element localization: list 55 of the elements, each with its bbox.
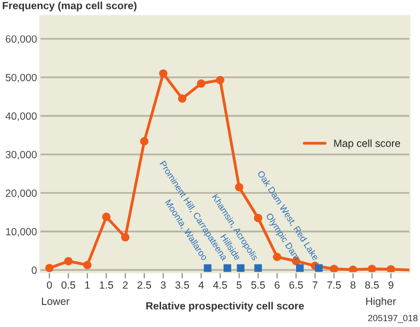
point — [121, 233, 130, 242]
point — [330, 264, 338, 273]
y-tick-label: 10,000 — [6, 228, 37, 237]
x-tick-label: 6 — [274, 281, 280, 289]
text: 205197_018 — [368, 314, 418, 323]
x-tick-label: 3.5 — [175, 281, 190, 289]
y-tick-label: 0 — [32, 266, 37, 274]
x-tick-label: 8.5 — [365, 281, 379, 289]
point — [83, 260, 92, 270]
point — [315, 264, 323, 272]
point — [159, 69, 168, 78]
point — [224, 264, 232, 272]
y-tick-label: 60,000 — [6, 35, 37, 44]
y-tick-label: 20,000 — [6, 189, 37, 198]
point — [64, 256, 73, 266]
x-tick-label: 2.5 — [138, 281, 152, 289]
x-tick-label: 5 — [236, 281, 242, 289]
point — [204, 264, 212, 272]
point — [45, 264, 54, 272]
x-tick-label: 4.5 — [213, 281, 227, 289]
point — [272, 252, 282, 262]
point — [102, 212, 110, 222]
point — [386, 265, 396, 273]
text: Higher — [366, 297, 396, 308]
x-tick-label: 5.5 — [251, 281, 265, 289]
point — [254, 214, 262, 222]
x-tick-label: 3 — [160, 281, 166, 289]
point — [348, 265, 358, 273]
x-tick-label: 9 — [388, 281, 394, 289]
y-tick-label: 40,000 — [6, 112, 37, 121]
x-tick-label: 0.5 — [62, 281, 76, 289]
point — [236, 264, 244, 272]
y-tick-label: 30,000 — [6, 150, 37, 160]
point — [197, 79, 206, 88]
point — [140, 137, 148, 146]
legend-label: Map cell score — [334, 139, 400, 150]
x-tick-label: 7.5 — [327, 281, 341, 289]
point — [234, 183, 244, 192]
point — [368, 264, 376, 273]
x-tick-label: 2 — [122, 281, 128, 289]
point — [296, 264, 304, 272]
y-tick-label: 50,000 — [6, 74, 37, 82]
y-axis-title: Frequency (map cell score) — [2, 2, 136, 12]
x-tick-label: 1.5 — [100, 281, 114, 289]
x-axis-title: Relative prospectivity cell score — [146, 302, 304, 312]
point — [216, 76, 224, 84]
x-tick-label: 6.5 — [289, 281, 303, 289]
text: Lower — [42, 298, 70, 305]
x-tick-label: 7 — [312, 281, 318, 289]
point — [178, 94, 186, 103]
x-tick-label: 8 — [350, 281, 356, 289]
point — [254, 264, 262, 272]
x-tick-label: 0 — [46, 281, 52, 289]
x-tick-label: 1 — [85, 281, 90, 289]
x-tick-label: 4 — [198, 281, 204, 289]
